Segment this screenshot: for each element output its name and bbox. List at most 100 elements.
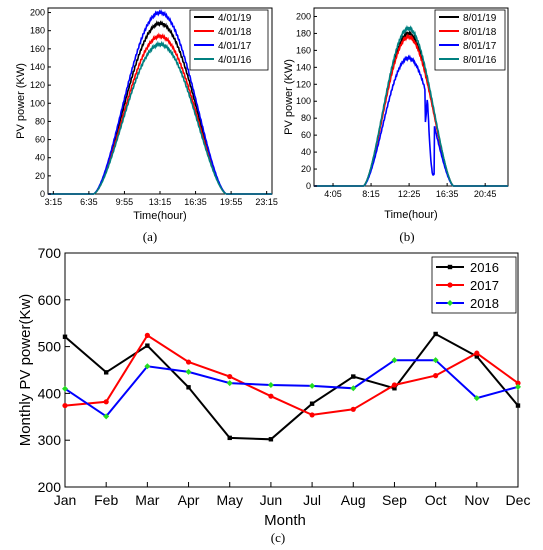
panel-c-xtick-label: May [217,492,243,508]
panel-c-legend-marker [447,282,453,288]
panel-c-legend-label: 2016 [470,260,499,275]
panel-c-xtick-label: Feb [94,492,118,508]
panel-c-caption: (c) [271,530,285,545]
panel-c-series-2016-point [433,331,438,337]
panel-b: 0 20 40 60 80 100 120 140 160 180 200 4:05 8:15 12:25… [283,7,509,244]
panel-c-series-2018-point [309,382,316,389]
panel-b-ytick-label: 80 [301,113,311,123]
panel-c-series-2016-point [351,374,356,379]
panel-a-ylabel: PV power (KW) [15,63,27,139]
panel-b-ytick-label: 100 [296,96,311,106]
panel-a-ytick-label: 100 [30,98,45,108]
panel-c-legend-marker [447,264,453,270]
panel-c-series-2017-point [62,402,68,409]
panel-b-frame [313,7,509,187]
panel-c-series-2016-point [227,435,232,441]
panel-c-ytick-label: 600 [38,292,62,308]
panel-c-series-2016-point [474,354,480,359]
panel-c-series-2018-point [473,395,480,402]
panel-c-series-2016-line [64,332,519,441]
panel-c-xtick-label: Mar [135,492,159,508]
panel-c-ytick-label: 200 [38,479,62,495]
panel-c-xtick-label: Jan [54,492,77,508]
panel-b-ytick-label: 140 [296,62,311,72]
panel-b-series-line [314,54,508,187]
panel-c-series-2018-point [226,380,233,387]
panel-c-series-2018-point [391,357,398,364]
panel-c-series-2016-point [145,343,150,348]
panel-c-xtick-label: Dec [506,492,531,508]
panel-a-ytick-label: 200 [30,8,45,18]
panel-b-legend-label: 8/01/17 [463,41,497,52]
panel-a-xtick-label: 3:15 [45,197,63,207]
panel-c-xtick-label: Apr [178,492,200,508]
panel-a-caption: (a) [143,229,157,244]
panel-c-series-2017-line [64,334,519,416]
panel-b-xtick-label: 12:25 [398,189,421,199]
panel-c-series-2016-point [62,334,68,339]
panel-b-legend-label: 8/01/16 [463,55,497,66]
panel-a-xtick-label: 16:35 [184,197,207,207]
panel-a-ytick-label: 120 [30,80,45,90]
panel-b-legend-label: 8/01/19 [463,13,497,24]
panel-c-xtick-label: Sep [382,492,407,508]
panel-b-caption: (b) [399,229,414,244]
panel-b-ytick-label: 200 [296,11,311,21]
panel-b-ytick-label: 0 [306,181,311,191]
panel-c-series-2018-point [350,385,357,392]
panel-b-ytick-label: 120 [296,79,311,89]
panel-c-series-2017-point [433,373,439,379]
panel-a-ytick-label: 60 [35,135,45,145]
panel-b-ytick-label: 40 [301,147,311,157]
panel-c-series-2018-line [64,359,519,418]
panel-c-xtick-label: Jul [303,492,321,508]
panel-c-series-2017-point [103,399,109,405]
panel-c-legend-marker [447,300,453,306]
panel-c-series-2016-point [103,370,109,375]
panel-a-legend-label: 4/01/19 [218,13,252,24]
panel-b-ytick-label: 180 [296,28,311,38]
panel-b-xlabel: Time(hour) [384,209,437,221]
panel-c-series-2016-point [515,403,521,408]
panel-c-series-2016-point [309,401,315,406]
panel-c-frame [64,252,519,488]
panel-c-series-2017-point [474,350,480,356]
panel-a-legend-label: 4/01/18 [218,27,252,38]
panel-c-series-2018-point [432,357,439,364]
panel-c-ytick-label: 700 [38,245,62,261]
panel-a-ytick-label: 80 [35,116,45,126]
panel-c-ylabel: Monthly PV power(Kw) [17,294,34,447]
panel-c-series-2017-point [350,406,356,412]
panel-c-series-2017-point [268,393,274,399]
panel-b-xtick-label: 16:35 [436,189,459,199]
panel-c-series-2018-point [144,363,151,370]
panel-a-xtick-label: 6:35 [80,197,98,207]
panel-c-ytick-label: 400 [38,385,62,401]
panel-c-series-2017-point [144,332,150,338]
panel-b-ylabel: PV power (KW) [283,59,295,135]
panel-a-xtick-label: 23:15 [255,197,278,207]
panel-c-series-2018-point [515,383,521,390]
panel-c-ytick-label: 300 [38,432,62,448]
panel-b-ytick-label: 20 [301,164,311,174]
panel-c-legend-label: 2017 [470,278,499,293]
panel-a-ytick-label: 0 [40,189,45,199]
panel-a-ytick-label: 20 [35,171,45,181]
panel-c-series-2018-point [267,381,274,388]
panel-a: 0 20 40 60 80 100 120 140 160 180 200 3:15 6:35 9:55 1… [15,7,278,244]
panel-a-legend-label: 4/01/17 [218,41,252,52]
panel-c-series-2017-point [309,412,315,418]
panel-c-xlabel: Month [264,512,306,529]
panel-a-ytick-label: 160 [30,44,45,54]
panel-a-xtick-label: 9:55 [116,197,134,207]
panel-b-xtick-label: 8:15 [362,189,380,199]
panel-c-series-2017-point [185,359,192,365]
panel-c-xtick-label: Jun [260,492,283,508]
panel-c-ytick-label: 500 [38,339,62,355]
panel-c-xtick-label: Oct [425,492,447,508]
panel-c-series-2016-point [186,385,191,390]
panel-b-xtick-label: 20:45 [474,189,497,199]
panel-c-series-2018-point [62,385,68,392]
